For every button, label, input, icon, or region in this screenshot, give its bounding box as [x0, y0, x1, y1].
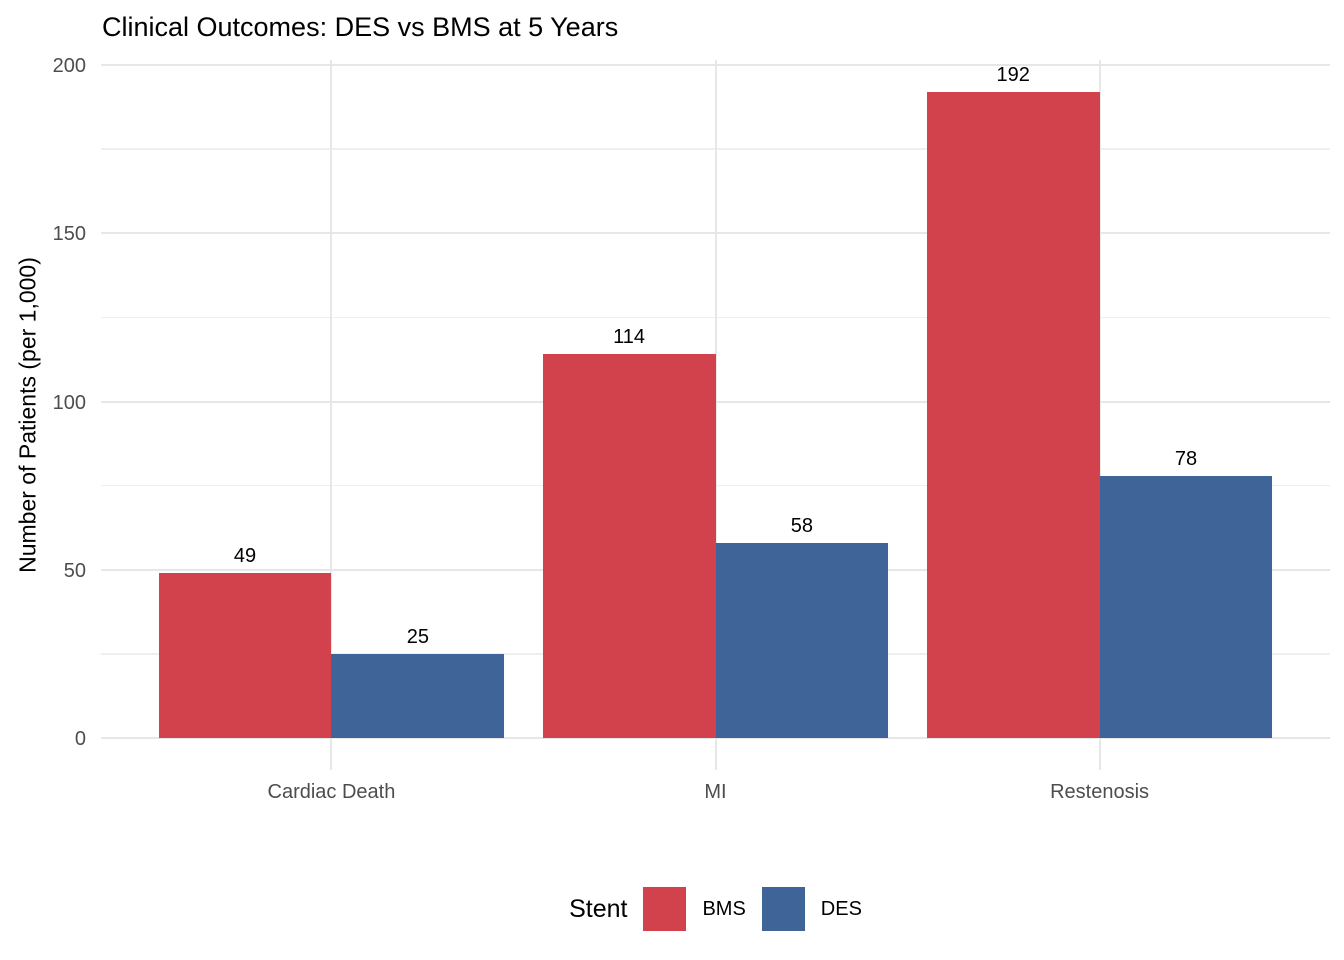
y-tick-label: 100	[52, 391, 86, 414]
gridline-vertical	[330, 60, 333, 770]
legend-swatch-des	[761, 887, 805, 931]
legend-swatch-bms	[643, 887, 687, 931]
legend-label-bms: BMS	[702, 897, 746, 920]
chart-title: Clinical Outcomes: DES vs BMS at 5 Years	[102, 12, 619, 42]
bar-bms-2	[926, 91, 1100, 738]
gridline-vertical	[1098, 60, 1101, 770]
gridline-vertical	[714, 60, 717, 770]
x-tick-label-1: MI	[704, 781, 727, 803]
y-tick-label: 150	[52, 223, 86, 246]
x-tick-label-2: Restenosis	[1050, 781, 1150, 803]
bar-value-label: 25	[406, 625, 429, 648]
y-tick-label: 0	[74, 728, 86, 750]
legend-title: Stent	[569, 894, 628, 923]
bar-des-1	[715, 542, 889, 738]
bar-value-label: 78	[1174, 447, 1198, 470]
bar-value-label: 58	[790, 514, 814, 537]
bar-bms-0	[158, 573, 332, 738]
legend-label-des: DES	[820, 897, 862, 920]
legend: Stent BMS DES	[101, 878, 1330, 940]
bar-des-0	[331, 653, 505, 738]
y-tick-label: 200	[52, 55, 86, 77]
y-tick-label: 50	[63, 559, 86, 582]
plot-panel: 49 25 114 58 192 78	[101, 60, 1330, 770]
bar-bms-1	[542, 354, 716, 738]
bar-value-label: 192	[996, 63, 1030, 86]
bar-value-label: 49	[233, 545, 257, 568]
bar-value-label: 114	[613, 326, 646, 349]
x-tick-label-0: Cardiac Death	[267, 781, 396, 803]
bar-des-2	[1099, 475, 1273, 738]
